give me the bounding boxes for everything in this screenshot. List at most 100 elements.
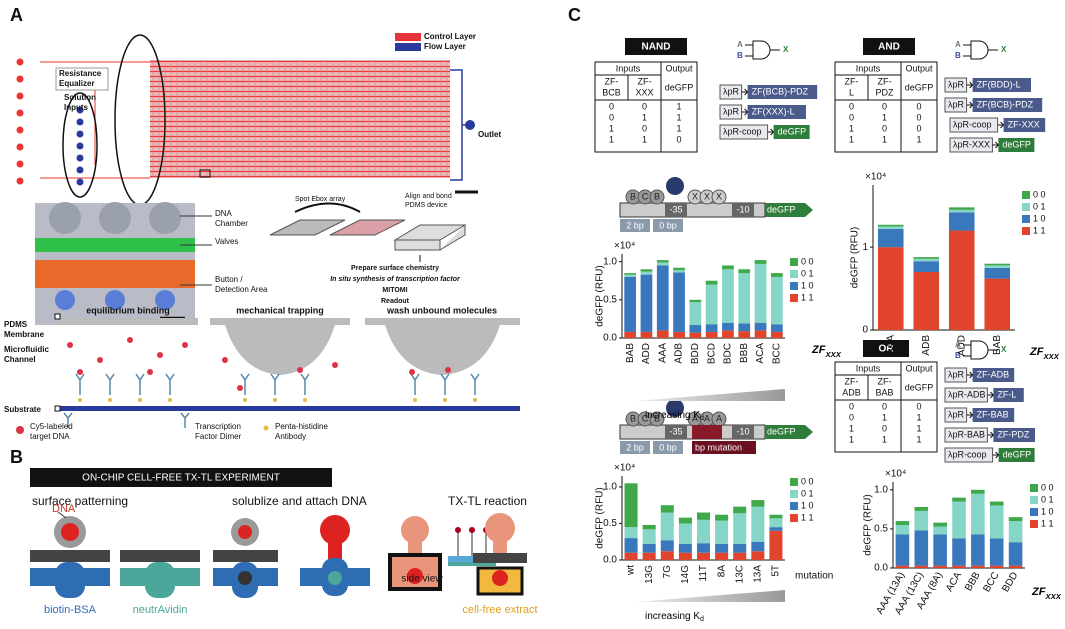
legend-swatch [790, 270, 798, 278]
label: 0 [849, 412, 854, 422]
label: 0 [882, 101, 887, 111]
bar-segment [656, 260, 669, 263]
bar-segment [624, 274, 637, 277]
legend-swatch [1030, 484, 1038, 492]
bar-segment [914, 510, 929, 531]
bar-segment [733, 552, 747, 560]
label: Membrane [4, 330, 45, 339]
label: L [849, 87, 854, 97]
promoter-arrow [992, 141, 1000, 149]
bar-segment [689, 302, 702, 326]
zf-site [649, 189, 665, 205]
title-box [625, 38, 687, 55]
bar-segment [913, 258, 940, 262]
label: C [642, 191, 649, 201]
y-axis-label: deGFP (RFU) [595, 487, 606, 549]
label: A [716, 413, 722, 423]
bar-segment [673, 267, 685, 271]
label: 1 [849, 123, 854, 133]
promoter-arrow [966, 371, 974, 379]
label: 0 [642, 101, 647, 111]
label: ADB [842, 387, 861, 397]
x-tick-label: BDD [1000, 570, 1020, 594]
label: λpR [948, 99, 965, 109]
bar-segment [754, 330, 767, 338]
label: 2 bp [626, 442, 644, 452]
bar-segment [1008, 542, 1023, 566]
reporter [765, 425, 813, 439]
label: ZF- [845, 76, 859, 86]
bar-segment [678, 543, 692, 553]
x-tick-label: 5T [771, 565, 782, 577]
bar-segment [705, 284, 718, 325]
bar-segment [624, 552, 638, 560]
label: 1 [642, 112, 647, 122]
x-tick-label: 7G [662, 565, 673, 579]
label: 1 [676, 123, 681, 133]
bar-segment [722, 322, 734, 331]
label: BAB [875, 387, 893, 397]
legend-swatch [790, 282, 798, 290]
label: 0 [642, 123, 647, 133]
label: 0 [916, 112, 921, 122]
legend-swatch [395, 43, 421, 51]
bar-segment [640, 274, 653, 332]
label: X [704, 191, 710, 201]
bar-segment [705, 280, 718, 285]
label: Inputs [856, 363, 881, 373]
gene-box [998, 448, 1035, 462]
label-sub: d [700, 415, 704, 422]
bar-segment [738, 331, 751, 338]
table-frame [594, 61, 698, 153]
bar-segment [656, 262, 669, 266]
label: neutrAvidin [133, 604, 188, 616]
y-tick-label: 0.5 [603, 294, 617, 305]
bar-segment [989, 565, 1004, 568]
label: Channel [4, 355, 36, 364]
legend-label: 0 0 [1041, 482, 1054, 492]
bar-segment [696, 512, 711, 520]
label: 0 [849, 101, 854, 111]
bar-segment [678, 517, 692, 524]
x-tick-label: BBB [963, 570, 983, 593]
y-tick-label: 0 [862, 325, 868, 336]
legend-label: 0 1 [1041, 494, 1054, 504]
bar-segment [984, 265, 1011, 268]
bar-segment [769, 518, 783, 528]
bar-segment [696, 552, 711, 560]
y-tick-label: 1.0 [603, 256, 617, 267]
label: ZF(BCB)-PDZ [752, 86, 809, 96]
spacer-box [620, 219, 650, 232]
label: B [955, 351, 961, 360]
table-frame [834, 361, 938, 453]
bar-segment [722, 330, 734, 338]
bar-segment [770, 276, 783, 325]
label: Equalizer [59, 79, 95, 88]
bar-segment [913, 257, 940, 259]
label: λpR-coop [723, 126, 762, 136]
zf-site [711, 189, 727, 205]
label: ZF(XXX)-L [752, 106, 795, 116]
bar-segment [624, 483, 638, 528]
legend-label: 1 1 [1033, 225, 1046, 235]
label: deGFP [767, 204, 796, 214]
label: ZF-BAB [977, 409, 1009, 419]
bar-segment [640, 331, 653, 338]
label: 0 bp [659, 442, 677, 452]
label: A [692, 413, 698, 423]
label: Resistance [59, 69, 102, 78]
gate-symbol [963, 340, 998, 360]
bar-segment [754, 260, 767, 264]
bar-segment [715, 543, 729, 553]
bar-segment [877, 228, 904, 248]
x-tick-label: 13A [752, 565, 763, 583]
bar-segment [989, 505, 1004, 539]
legend-swatch [790, 478, 798, 486]
x-tick-label: BAB [992, 335, 1003, 355]
legend-swatch [1030, 520, 1038, 528]
label: X [692, 191, 698, 201]
binding-scenes [16, 313, 520, 434]
table-rule [835, 362, 937, 452]
label: ZF- [878, 76, 892, 86]
bar-segment [705, 331, 718, 338]
